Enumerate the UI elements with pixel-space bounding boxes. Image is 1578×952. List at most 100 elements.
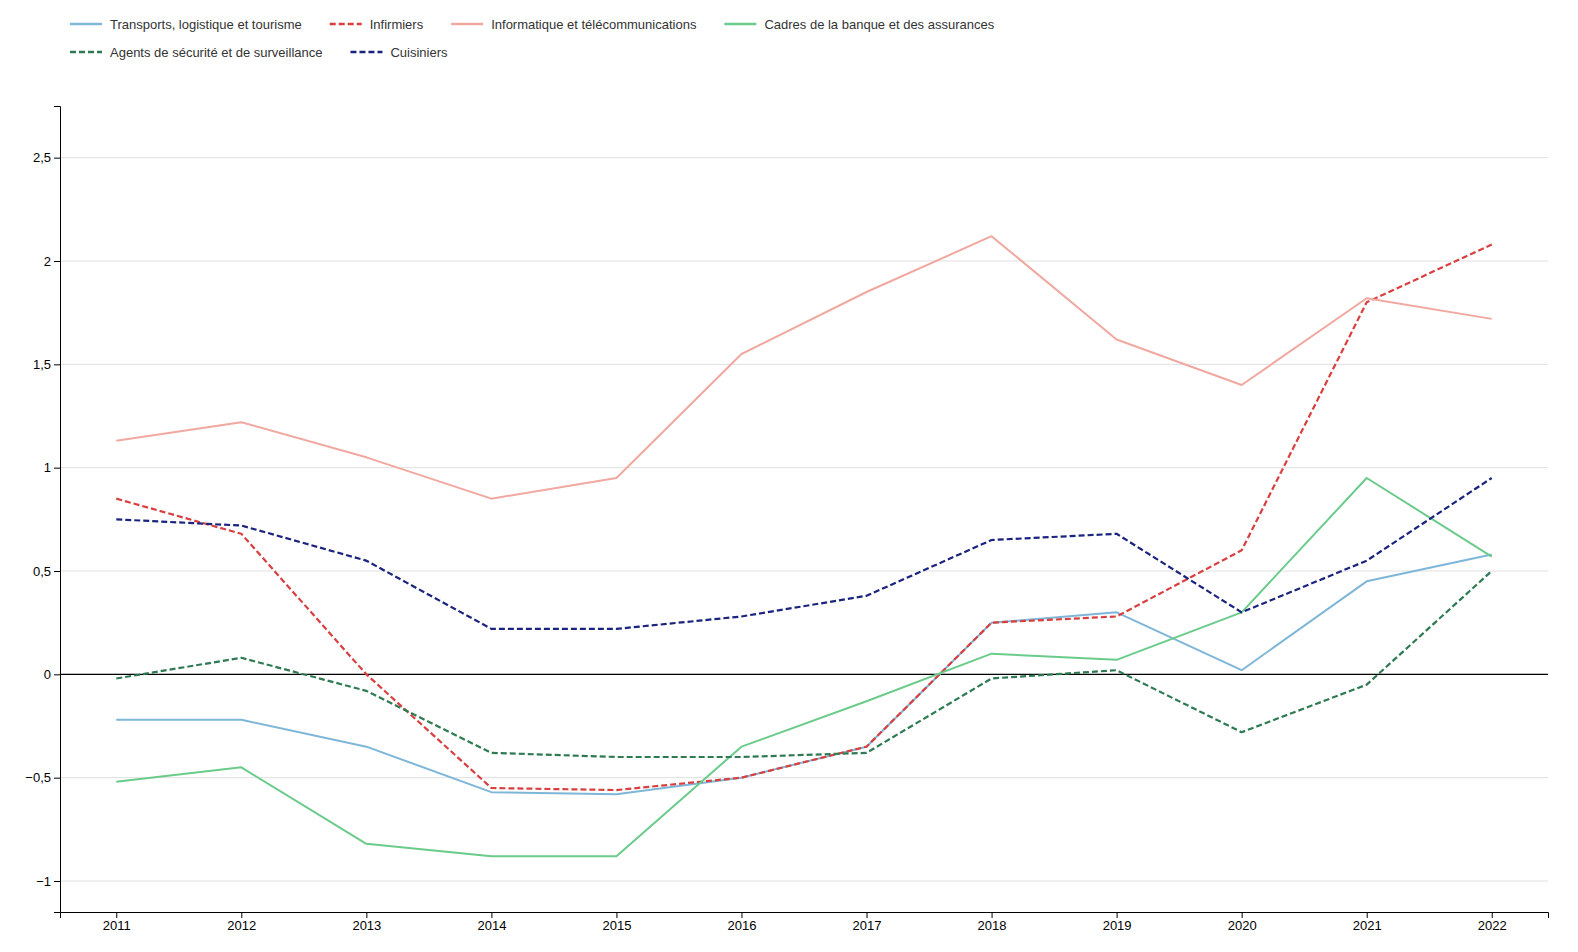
grid-line bbox=[60, 261, 1548, 262]
legend-item: Agents de sécurité et de surveillance bbox=[70, 45, 322, 60]
x-tick-label: 2022 bbox=[1478, 918, 1507, 933]
series-line bbox=[116, 244, 1491, 790]
legend-item: Cuisiniers bbox=[350, 45, 448, 60]
x-tick-mark bbox=[992, 912, 993, 918]
plot: −1−0,500,511,522,52011201220132014201520… bbox=[25, 107, 1548, 934]
x-tick: 2017 bbox=[853, 912, 882, 933]
grid-line bbox=[60, 467, 1548, 468]
x-tick-label: 2019 bbox=[1103, 918, 1132, 933]
series-line bbox=[116, 236, 1491, 498]
x-tick: 2018 bbox=[978, 912, 1007, 933]
y-axis-line bbox=[54, 107, 61, 913]
series-line bbox=[116, 571, 1491, 757]
legend-item: Informatique et télécommunications bbox=[451, 17, 697, 32]
y-tick-mark bbox=[54, 364, 60, 365]
y-tick-label: 1 bbox=[44, 460, 51, 475]
legend-label: Cadres de la banque et des assurances bbox=[764, 17, 994, 32]
y-tick-label: 0 bbox=[44, 667, 51, 682]
series-line bbox=[116, 554, 1491, 794]
grid bbox=[60, 158, 1548, 881]
y-tick-mark bbox=[54, 158, 60, 159]
y-tick-label: 0,5 bbox=[33, 564, 51, 579]
x-tick-mark bbox=[1117, 912, 1118, 918]
y-tick-mark bbox=[54, 881, 60, 882]
y-tick: 2,5 bbox=[33, 150, 60, 165]
grid-line bbox=[60, 364, 1548, 365]
x-tick: 2022 bbox=[1478, 912, 1507, 933]
legend-label: Cuisiniers bbox=[390, 45, 448, 60]
x-tick-mark bbox=[366, 912, 367, 918]
x-tick-mark bbox=[491, 912, 492, 918]
x-tick-mark bbox=[741, 912, 742, 918]
x-tick: 2016 bbox=[728, 912, 757, 933]
y-tick: −1 bbox=[36, 874, 60, 889]
x-tick: 2011 bbox=[103, 912, 131, 933]
x-tick-mark bbox=[1367, 912, 1368, 918]
x-tick: 2013 bbox=[352, 912, 381, 933]
y-tick: 0 bbox=[44, 667, 60, 682]
y-tick: 0,5 bbox=[33, 564, 60, 579]
y-tick-mark bbox=[54, 674, 60, 675]
x-tick: 2015 bbox=[602, 912, 631, 933]
y-tick: −0,5 bbox=[25, 770, 60, 785]
y-tick-label: 2,5 bbox=[33, 150, 51, 165]
x-tick: 2014 bbox=[477, 912, 506, 933]
y-tick: 2 bbox=[44, 254, 60, 269]
legend-swatch bbox=[724, 23, 756, 26]
y-tick-mark bbox=[54, 468, 60, 469]
y-tick-mark bbox=[54, 778, 60, 779]
legend-swatch bbox=[330, 23, 362, 26]
x-tick: 2021 bbox=[1353, 912, 1382, 933]
x-tick-label: 2014 bbox=[477, 918, 506, 933]
x-tick-label: 2016 bbox=[728, 918, 757, 933]
y-tick-label: 1,5 bbox=[33, 357, 51, 372]
legend-item: Cadres de la banque et des assurances bbox=[724, 17, 994, 32]
chart: Transports, logistique et tourisme Infirm… bbox=[0, 0, 1578, 952]
x-tick-mark bbox=[616, 912, 617, 918]
x-tick-label: 2020 bbox=[1228, 918, 1257, 933]
y-tick-label: −1 bbox=[36, 874, 51, 889]
grid-line bbox=[60, 674, 1548, 675]
x-tick-mark bbox=[867, 912, 868, 918]
x-axis: 2011 2012 2013 2014 2015 2016 2017 2018 2019 2020… bbox=[61, 912, 1549, 933]
grid-line bbox=[60, 881, 1548, 882]
x-tick-label: 2012 bbox=[227, 918, 256, 933]
x-tick: 2020 bbox=[1228, 912, 1257, 933]
x-tick-mark bbox=[1242, 912, 1243, 918]
y-tick: 1,5 bbox=[33, 357, 60, 372]
x-tick-label: 2021 bbox=[1353, 918, 1382, 933]
grid-line bbox=[60, 157, 1548, 158]
legend: Transports, logistique et tourisme Infirm… bbox=[70, 17, 995, 60]
legend-label: Infirmiers bbox=[370, 17, 424, 32]
legend-item: Transports, logistique et tourisme bbox=[70, 17, 302, 32]
legend-swatch bbox=[451, 23, 483, 26]
y-tick-label: −0,5 bbox=[25, 770, 51, 785]
grid-line bbox=[60, 777, 1548, 778]
y-tick: 1 bbox=[44, 460, 60, 475]
legend-swatch bbox=[70, 23, 102, 26]
x-tick-label: 2013 bbox=[352, 918, 381, 933]
x-tick-label: 2018 bbox=[978, 918, 1007, 933]
y-tick-mark bbox=[54, 261, 60, 262]
x-tick-mark bbox=[1492, 912, 1493, 918]
zero-line bbox=[60, 674, 1548, 675]
x-tick-label: 2017 bbox=[853, 918, 882, 933]
x-tick-mark bbox=[241, 912, 242, 918]
x-tick-label: 2011 bbox=[103, 918, 131, 933]
legend-swatch bbox=[350, 51, 382, 54]
grid-line bbox=[60, 571, 1548, 572]
legend-item: Infirmiers bbox=[330, 17, 424, 32]
legend-label: Informatique et télécommunications bbox=[491, 17, 697, 32]
legend-label: Agents de sécurité et de surveillance bbox=[110, 45, 322, 60]
y-tick-label: 2 bbox=[44, 254, 51, 269]
lines bbox=[116, 236, 1491, 856]
x-axis-line bbox=[61, 913, 1549, 919]
series-line bbox=[116, 478, 1491, 856]
legend-swatch bbox=[70, 51, 102, 54]
y-axis: −1 −0,5 0 0,5 1 1,5 2 2,5 bbox=[25, 107, 60, 913]
x-tick-mark bbox=[116, 912, 117, 918]
x-tick: 2019 bbox=[1103, 912, 1132, 933]
x-tick-label: 2015 bbox=[602, 918, 631, 933]
x-tick: 2012 bbox=[227, 912, 256, 933]
series-line bbox=[116, 478, 1491, 629]
